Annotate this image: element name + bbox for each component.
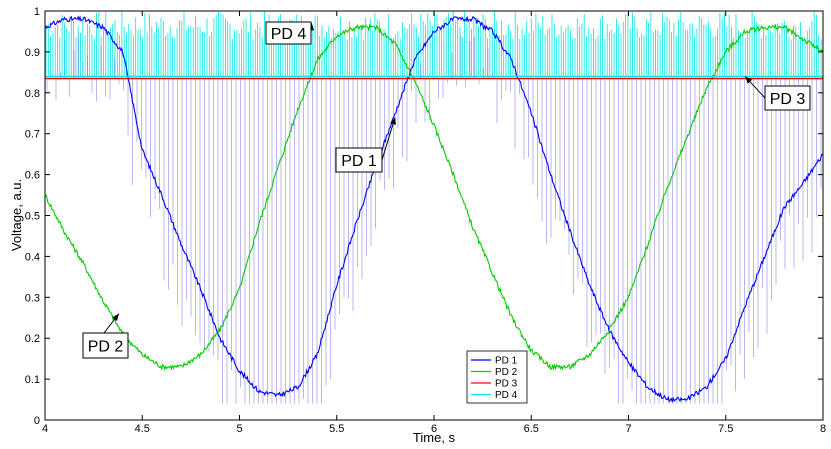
y-tick-label: 0.6 bbox=[25, 170, 40, 182]
annotation-box bbox=[265, 21, 312, 45]
y-tick-label: 0.3 bbox=[25, 292, 40, 304]
arrow-head bbox=[112, 313, 119, 322]
annotation-pd4: PD 4 bbox=[265, 21, 315, 45]
legend-entry: PD 2 bbox=[495, 367, 518, 378]
x-tick-label: 6 bbox=[431, 423, 437, 435]
annotation-label: PD 3 bbox=[770, 91, 806, 108]
x-tick-label: 7 bbox=[625, 423, 631, 435]
noise-layer bbox=[45, 11, 822, 404]
annotation-label: PD 2 bbox=[88, 339, 124, 356]
annotation-box bbox=[82, 332, 129, 359]
annotation-pd1: PD 1 bbox=[335, 117, 396, 173]
annotation-layer: PD 4 PD 3 PD 1 PD 2 bbox=[82, 21, 811, 359]
annotation-label: PD 1 bbox=[341, 153, 377, 170]
legend-entry: PD 1 bbox=[495, 356, 518, 367]
pd2-line bbox=[44, 23, 824, 372]
annotation-pd3: PD 3 bbox=[744, 76, 811, 111]
x-tick-label: 4.5 bbox=[135, 423, 150, 435]
annotation-label: PD 4 bbox=[271, 26, 307, 43]
annotation-pd2: PD 2 bbox=[82, 313, 129, 359]
x-tick-label: 5.5 bbox=[329, 423, 344, 435]
y-tick-label: 0.8 bbox=[25, 88, 40, 100]
y-tick-label: 0.9 bbox=[25, 47, 40, 59]
annotation-box bbox=[335, 147, 383, 173]
arrow-head bbox=[390, 117, 396, 125]
x-tick-label: 6.5 bbox=[524, 423, 539, 435]
y-tick-label: 0 bbox=[34, 415, 40, 427]
y-tick-label: 0.2 bbox=[25, 333, 40, 345]
legend-entry: PD 3 bbox=[495, 379, 518, 390]
tick-layer: 4 4.5 5 5.5 6 6.5 7 7.5 8 0 0.1 0.2 0.3 0.4 0.5 0.6 0.7 0… bbox=[25, 6, 826, 435]
y-tick-label: 0.5 bbox=[25, 211, 40, 223]
x-tick-label: 8 bbox=[820, 423, 826, 435]
y-tick-label: 0.4 bbox=[25, 251, 40, 263]
annotation-box bbox=[764, 85, 811, 111]
x-axis-label: Time, s bbox=[413, 430, 456, 445]
y-tick-label: 1 bbox=[34, 6, 40, 18]
legend-entry: PD 4 bbox=[495, 390, 518, 401]
y-tick-label: 0.1 bbox=[25, 374, 40, 386]
x-tick-label: 4 bbox=[42, 423, 48, 435]
x-tick-label: 7.5 bbox=[718, 423, 733, 435]
x-tick-label: 5 bbox=[236, 423, 242, 435]
pd4-noise-band bbox=[45, 11, 822, 77]
arrow-head bbox=[745, 76, 753, 84]
legend: PD 1PD 2PD 3PD 4 bbox=[466, 350, 528, 404]
annotation-arrow bbox=[381, 117, 396, 161]
series-layer bbox=[44, 15, 824, 403]
pd1-line bbox=[44, 15, 824, 403]
y-tick-label: 0.7 bbox=[25, 129, 40, 141]
y-axis-label: Voltage, a.u. bbox=[9, 179, 24, 251]
